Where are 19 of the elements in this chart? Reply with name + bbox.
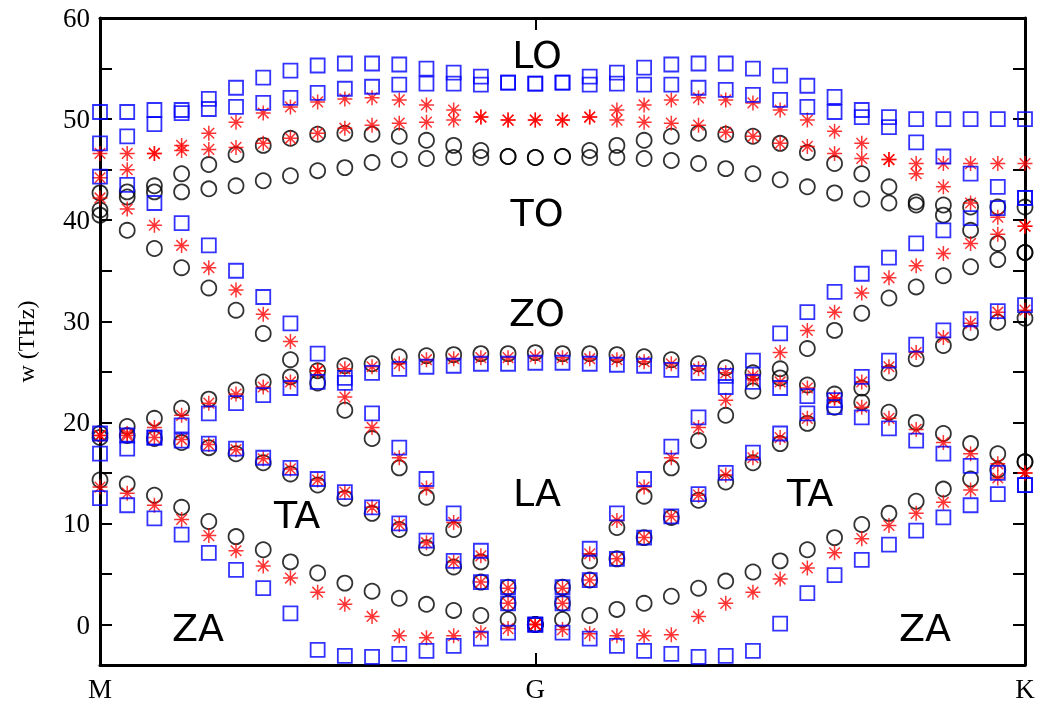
y-tick-label: 10	[63, 508, 90, 539]
annotation: LO	[512, 33, 562, 77]
annotation: ZA	[898, 606, 952, 650]
y-axis-title: w (THz)	[13, 300, 39, 383]
annotation: TA	[785, 471, 834, 515]
y-tick-label: 50	[63, 104, 90, 135]
x-tick-label: M	[87, 673, 113, 704]
annotation: TA	[272, 493, 321, 537]
y-tick-label: 0	[76, 609, 90, 640]
annotation: ZO	[509, 291, 565, 335]
annotation: TO	[509, 191, 564, 235]
x-tick-label: G	[525, 673, 546, 704]
y-tick-label: 20	[63, 407, 90, 438]
annotation: LA	[512, 471, 562, 515]
x-tick-label: K	[1015, 673, 1036, 704]
annotation: ZA	[171, 606, 225, 650]
y-tick-label: 60	[63, 3, 90, 33]
y-tick-label: 40	[63, 205, 90, 236]
y-tick-label: 30	[63, 306, 90, 337]
